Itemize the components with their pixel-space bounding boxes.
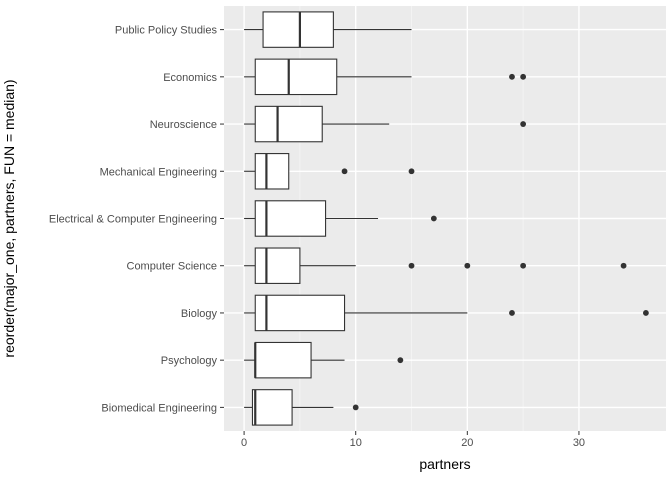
x-tick-label: 10 xyxy=(350,437,362,449)
x-axis-ticks: 0 10 20 30 xyxy=(241,431,585,449)
outlier-point xyxy=(509,310,515,316)
y-tick-label: Psychology xyxy=(161,355,218,367)
y-tick-label: Neuroscience xyxy=(150,119,217,131)
outlier-point xyxy=(620,262,627,269)
outlier-point xyxy=(643,310,649,316)
box-computer-science xyxy=(244,247,627,284)
box-iqr xyxy=(254,294,346,332)
box-iqr xyxy=(254,58,338,96)
box-iqr xyxy=(251,389,293,426)
outlier-point xyxy=(520,73,527,80)
x-tick-label: 0 xyxy=(241,437,247,449)
box-psychology xyxy=(244,341,404,379)
x-axis-title: partners xyxy=(419,456,470,472)
box-biology xyxy=(244,294,649,332)
box-economics xyxy=(244,58,527,96)
box-electrical-computer-engineering xyxy=(244,200,437,237)
box-iqr xyxy=(254,341,312,379)
outlier-point xyxy=(520,262,527,269)
box-iqr xyxy=(254,153,290,190)
x-tick-label: 20 xyxy=(461,437,473,449)
y-tick-label: Biology xyxy=(181,308,218,320)
y-axis-title: reorder(major_one, partners, FUN = media… xyxy=(1,79,17,357)
boxes-layer xyxy=(244,11,649,426)
box-iqr xyxy=(262,11,334,48)
outlier-point xyxy=(397,357,404,364)
box-public-policy-studies xyxy=(244,11,412,48)
y-tick-label: Electrical & Computer Engineering xyxy=(49,214,217,226)
outlier-point xyxy=(341,168,348,175)
y-tick-label: Biomedical Engineering xyxy=(101,402,217,414)
outlier-point xyxy=(352,404,359,411)
outlier-point xyxy=(509,73,515,80)
y-tick-label: Mechanical Engineering xyxy=(100,166,217,178)
box-iqr xyxy=(254,105,323,143)
x-tick-label: 30 xyxy=(573,437,585,449)
outlier-point xyxy=(408,168,415,175)
y-axis-ticks: Public Policy Studies Economics Neuroscien… xyxy=(49,25,224,414)
box-neuroscience xyxy=(244,105,527,143)
box-biomedical-engineering xyxy=(244,389,359,426)
y-tick-label: Public Policy Studies xyxy=(115,25,218,37)
outlier-point xyxy=(430,215,437,222)
box-iqr xyxy=(254,247,301,284)
outlier-point xyxy=(408,262,415,269)
outlier-point xyxy=(520,121,527,127)
outlier-point xyxy=(464,262,471,269)
y-tick-label: Economics xyxy=(163,72,217,84)
box-mechanical-engineering xyxy=(244,153,415,190)
y-tick-label: Computer Science xyxy=(127,261,218,273)
